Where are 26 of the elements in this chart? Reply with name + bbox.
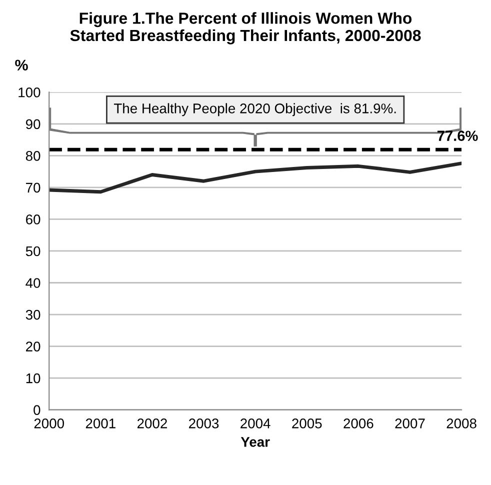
chart-title: Figure 1.The Percent of Illinois Women Who Started Breastfeeding Their Infants, 2000-2008 [70,12,421,44]
y-tick-label: 40 [26,278,40,288]
x-tick-label: 2008 [446,418,476,428]
x-tick-label: 2001 [86,418,116,428]
y-tick-label: 100 [18,87,40,98]
x-tick-label: 2005 [292,418,322,428]
y-tick-label: 10 [26,373,40,384]
y-tick-label: 90 [26,119,40,130]
y-tick-label: 50 [26,246,40,256]
y-tick-label: 30 [26,310,40,320]
y-tick-label: 60 [26,214,40,224]
y-tick-label: 20 [26,342,40,352]
x-tick-label: 2004 [240,418,270,428]
x-tick-label: 2007 [395,418,425,428]
x-tick-label: 2002 [137,418,167,428]
x-tick-label: 2000 [34,418,64,428]
y-tick-label: 80 [26,151,40,161]
line-series [49,162,462,194]
annotation: 77.6% [437,130,478,141]
y-tick-label: 70 [26,182,40,193]
x-tick-label: 2003 [189,418,219,428]
x-axis-title: Year [240,437,270,447]
y-tick-label: 0 [34,405,40,415]
y-axis-title: % [15,60,28,70]
x-tick-label: 2006 [344,418,374,428]
annotation: The Healthy People 2020 Objective is 81.9%. [114,103,396,116]
